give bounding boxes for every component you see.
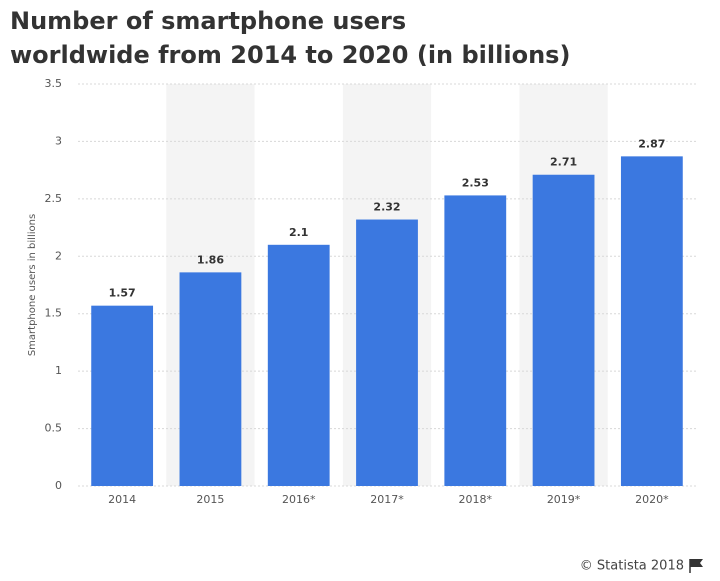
- value-label: 2.71: [550, 156, 577, 169]
- chart-title: worldwide from 2014 to 2020 (in billions…: [10, 41, 570, 69]
- value-label: 2.87: [638, 137, 665, 150]
- value-label: 1.86: [197, 253, 224, 266]
- y-tick-label: 0.5: [45, 422, 63, 435]
- flag-icon: [689, 559, 703, 573]
- y-tick-label: 2.5: [45, 192, 63, 205]
- y-tick-label: 2: [55, 249, 62, 262]
- y-tick-label: 1.5: [45, 307, 63, 320]
- bar: [179, 272, 242, 486]
- y-tick-label: 1: [55, 364, 62, 377]
- bar: [267, 244, 330, 486]
- value-label: 2.32: [373, 201, 400, 214]
- x-tick-label: 2014: [108, 493, 136, 506]
- x-tick-label: 2018*: [459, 493, 493, 506]
- bar: [620, 156, 683, 487]
- value-label: 2.53: [462, 176, 489, 189]
- value-label: 1.57: [109, 287, 136, 300]
- x-tick-label: 2019*: [547, 493, 581, 506]
- x-tick-label: 2015: [196, 493, 224, 506]
- y-axis-label: Smartphone users in billions: [27, 214, 38, 356]
- bar: [444, 195, 507, 486]
- value-label: 2.1: [289, 226, 309, 239]
- y-tick-label: 3.5: [45, 77, 63, 90]
- source: © Statista 2018: [580, 559, 684, 574]
- bar: [532, 174, 595, 487]
- y-tick-label: 3: [55, 134, 62, 147]
- y-tick-label: 0: [55, 479, 62, 492]
- x-tick-label: 2017*: [370, 493, 404, 506]
- chart-title: Number of smartphone users: [10, 7, 406, 35]
- bar: [91, 305, 154, 486]
- x-tick-label: 2020*: [635, 493, 669, 506]
- x-tick-label: 2016*: [282, 493, 316, 506]
- bar: [356, 219, 418, 486]
